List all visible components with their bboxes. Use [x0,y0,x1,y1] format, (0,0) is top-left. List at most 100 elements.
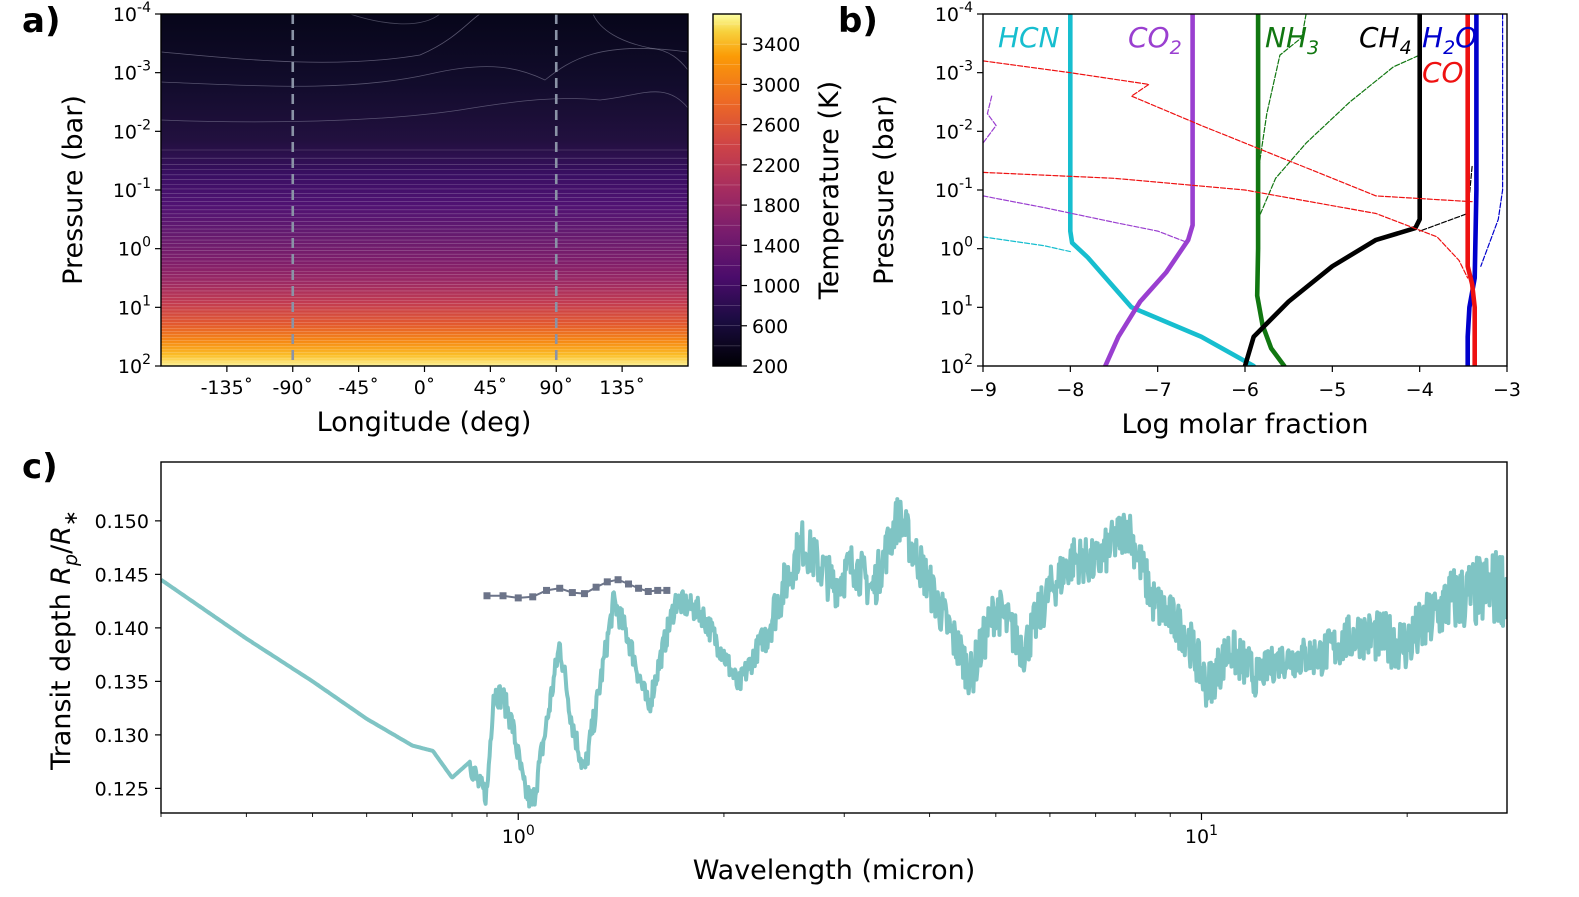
series-observed-line [487,578,667,599]
panel-b-x-label: Log molar fraction [1121,409,1368,440]
panel-c-y-label: Transit depth Rp/R∗ [46,510,82,771]
observed-point [592,583,600,591]
panel-c-spectrum: 100 101 0.125 0.130 0.135 0.140 0.145 0.150 Wa… [46,461,1508,886]
y-tick-label: 10-2 [935,117,973,143]
observed-point [483,592,491,600]
colorbar-tick-label: 2200 [752,155,800,177]
colorbar-tick-label: 1800 [752,195,800,217]
x-tick-label: 101 [1185,823,1218,848]
x-tick-label: -45˚ [338,377,379,399]
x-tick-label: −9 [969,379,997,401]
panel-c-y-ticks: 0.125 0.130 0.135 0.140 0.145 0.150 [95,511,161,800]
series-model-spectrum [161,497,1507,809]
colorbar-tick-label: 1000 [752,276,800,298]
series-co-dashed [983,171,1469,279]
observed-point [654,586,662,594]
contour-upper-3 [161,91,688,123]
panel-a-y-ticks: 10-4 10-3 10-2 10-1 100 101 102 [113,0,161,378]
observed-point [635,584,643,592]
y-tick-label: 10-4 [113,0,151,26]
panel-c-x-ticks: 100 101 [160,813,1408,848]
observed-point [514,594,522,602]
species-label-ch4: CH4 [1359,21,1412,59]
series-h2o-dashed [1480,14,1504,267]
y-tick-label: 0.125 [95,778,149,800]
observed-point [529,593,537,601]
x-tick-label: 45˚ [474,377,508,399]
colorbar-tick-label: 3400 [752,34,800,56]
panel-label-c: c) [22,447,58,487]
colorbar-frame [712,13,742,367]
colorbar-label: Temperature (K) [814,81,845,300]
series-co-dashed [983,60,1473,203]
species-label-h2o: H2O [1422,21,1477,59]
panel-a-x-ticks: -135˚ -90˚ -45˚ 0˚ 45˚ 90˚ 135˚ [201,366,645,399]
colorbar-tick-label: 1400 [752,235,800,257]
species-label-co: CO [1422,56,1464,89]
panel-c-series [161,497,1507,809]
series-co2-dashed [983,95,997,144]
y-tick-label: 100 [118,235,151,261]
y-tick-label: 0.135 [95,671,149,693]
series-ch4-solid [1242,14,1422,366]
observed-point [568,589,576,597]
panel-b-abundances: −9 −8 −7 −6 −5 −4 −3 10-4 10-3 10-2 10-1 100 101 102… [869,0,1521,440]
colorbar-tick-label: 600 [752,316,788,338]
series-co2-solid [1103,14,1195,366]
panel-b-x-ticks: −9 −8 −7 −6 −5 −4 −3 [969,366,1521,401]
x-tick-label: 90˚ [539,377,573,399]
observed-point [663,586,671,594]
panel-label-a: a) [22,1,60,41]
panel-b-series [983,14,1504,366]
y-tick-label: 0.145 [95,564,149,586]
y-tick-label: 101 [940,293,973,319]
contour-upper-1 [161,14,481,63]
contour-upper-5 [349,14,441,25]
x-tick-label: -90˚ [272,377,313,399]
heatmap-field [161,14,688,366]
x-tick-label: 135˚ [599,377,645,399]
x-tick-label: −8 [1056,379,1084,401]
series-co-solid [1465,14,1477,366]
y-tick-label: 0.150 [95,511,149,533]
species-label-co2: CO2 [1128,21,1182,59]
x-tick-label: −5 [1318,379,1346,401]
panel-b-y-ticks: 10-4 10-3 10-2 10-1 100 101 102 [935,0,983,378]
y-tick-label: 10-2 [113,117,151,143]
y-tick-label: 10-3 [935,59,973,85]
observed-point [543,586,551,594]
x-tick-label: 100 [502,823,535,848]
panel-a-heatmap: -135˚ -90˚ -45˚ 0˚ 45˚ 90˚ 135˚ 10-4 10-3 10-2 10… [58,0,845,438]
y-tick-label: 10-3 [113,59,151,85]
observed-point [580,590,588,598]
colorbar-tick-label: 2600 [752,115,800,137]
y-tick-label: 10-1 [113,176,151,202]
species-label-nh3: NH3 [1265,21,1319,59]
panel-c-frame [160,461,1508,814]
y-tick-label: 100 [940,235,973,261]
colorbar-tick-label: 3000 [752,74,800,96]
contour-upper-4 [592,14,688,71]
y-tick-label: 102 [940,352,973,378]
series-nh3-dashed [1257,14,1421,220]
x-tick-label: −6 [1231,379,1259,401]
panel-a-x-label: Longitude (deg) [317,407,532,438]
colorbar-levels [713,23,741,347]
y-tick-label: 0.130 [95,725,149,747]
colorbar-ticks: 200 600 1000 1400 1800 2200 2600 3000 3400 [741,34,800,378]
x-tick-label: -135˚ [201,377,254,399]
colorbar-tick-label: 200 [752,356,788,378]
x-tick-label: 0˚ [414,377,436,399]
series-hcn-dashed [983,236,1071,253]
y-tick-label: 10-4 [935,0,973,26]
y-tick-label: 101 [118,293,151,319]
panel-label-b: b) [838,1,878,41]
observed-point [644,587,652,595]
heatmap-contours [161,14,688,123]
panel-a-y-label: Pressure (bar) [58,95,89,285]
observed-point [556,584,564,592]
observed-point [499,592,507,600]
x-tick-label: −3 [1493,379,1521,401]
